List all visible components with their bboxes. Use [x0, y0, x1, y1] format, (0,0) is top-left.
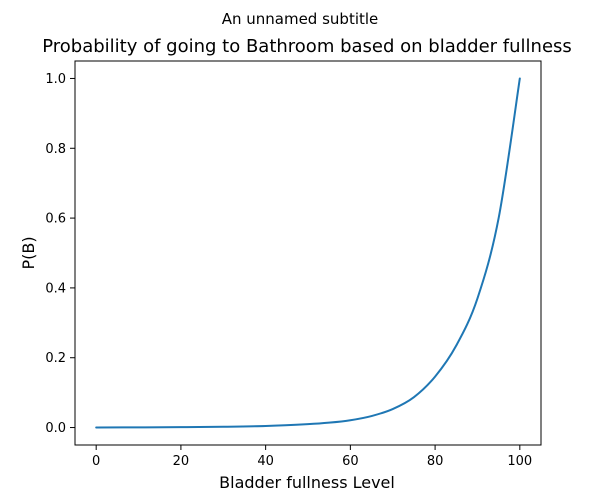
- x-tick-label: 80: [427, 454, 444, 469]
- y-tick-label: 0.2: [45, 351, 66, 366]
- y-tick-label: 0.6: [45, 212, 66, 227]
- chart-title: Probability of going to Bathroom based o…: [42, 36, 572, 57]
- x-tick-label: 100: [507, 454, 532, 469]
- x-tick-label: 60: [342, 454, 359, 469]
- x-tick-label: 40: [257, 454, 274, 469]
- y-tick-label: 1.0: [45, 72, 66, 87]
- y-tick-label: 0.0: [45, 421, 66, 436]
- y-tick-label: 0.8: [45, 142, 66, 157]
- plot-area: 0 20 40 60 80 100 0.0 0.2 0.4 0.6 0.8 1.0: [45, 60, 542, 469]
- plot-frame: [74, 60, 542, 446]
- series-line: [95, 77, 521, 429]
- y-axis-label: P(B): [19, 236, 38, 269]
- x-tick-label: 0: [92, 454, 100, 469]
- y-tick-label: 0.4: [45, 281, 66, 296]
- chart-suptitle: An unnamed subtitle: [222, 10, 379, 28]
- x-axis-label: Bladder fullness Level: [219, 473, 395, 492]
- y-axis-ticks: 0.0 0.2 0.4 0.6 0.8 1.0: [45, 72, 75, 436]
- x-tick-label: 20: [173, 454, 190, 469]
- x-axis-ticks: 0 20 40 60 80 100: [92, 445, 532, 469]
